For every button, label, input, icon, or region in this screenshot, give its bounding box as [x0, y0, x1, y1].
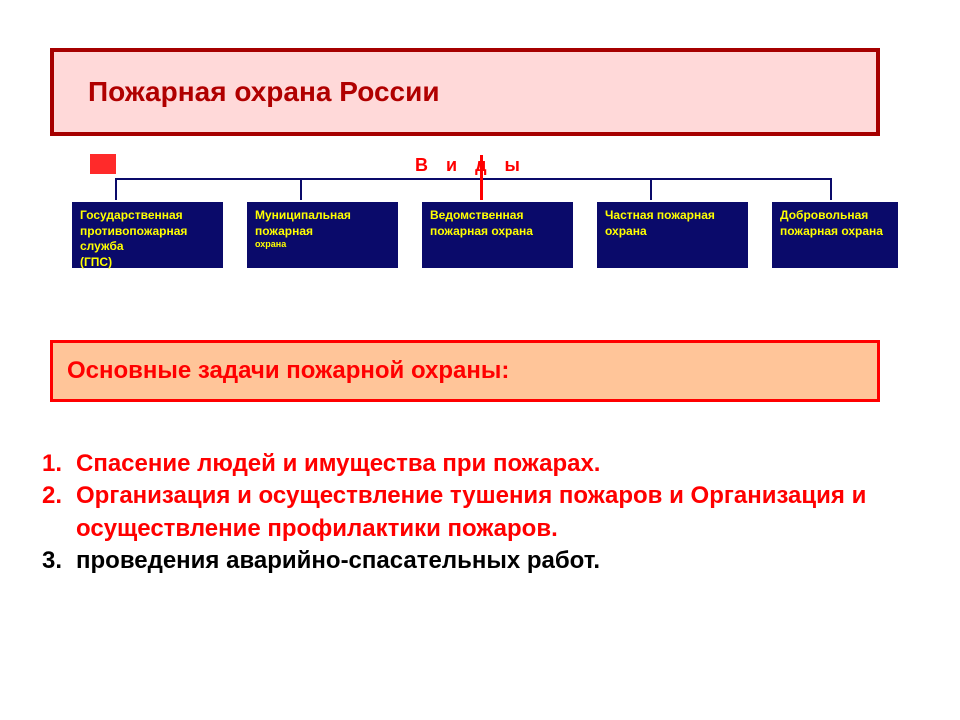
- task-item: 2.Организация и осуществление тушения по…: [42, 480, 912, 545]
- tasks-list: 1.Спасение людей и имущества при пожарах…: [42, 448, 912, 578]
- type-box-text: Муниципальная пожарная: [255, 208, 390, 239]
- tasks-title: Основные задачи пожарной охраны:: [67, 357, 509, 385]
- tasks-box: Основные задачи пожарной охраны:: [50, 340, 880, 402]
- task-text: Спасение людей и имущества при пожарах.: [76, 448, 912, 480]
- type-box-suffix: охрана: [255, 239, 390, 251]
- connector-vertical: [650, 178, 652, 200]
- decorative-square: [90, 154, 116, 174]
- connector-vertical: [300, 178, 302, 200]
- type-box-text: Ведомственная пожарная охрана: [430, 208, 565, 239]
- type-box-text: Добровольная пожарная охрана: [780, 208, 890, 239]
- type-box: Ведомственная пожарная охрана: [420, 200, 575, 270]
- task-item: 3.проведения аварийно-спасательных работ…: [42, 545, 912, 577]
- type-box: Муниципальная пожарнаяохрана: [245, 200, 400, 270]
- task-number: 1.: [42, 448, 76, 480]
- type-box: Добровольная пожарная охрана: [770, 200, 900, 270]
- task-item: 1.Спасение людей и имущества при пожарах…: [42, 448, 912, 480]
- type-box-suffix: (ГПС): [80, 255, 215, 271]
- connector-horizontal: [115, 178, 830, 180]
- task-text: проведения аварийно-спасательных работ.: [76, 545, 912, 577]
- connector-vertical: [830, 178, 832, 200]
- title-box: Пожарная охрана России: [50, 48, 880, 136]
- type-box-text: Частная пожарная охрана: [605, 208, 740, 239]
- type-box-text: Государственная противопожарная служба: [80, 208, 215, 255]
- type-box: Частная пожарная охрана: [595, 200, 750, 270]
- page-title: Пожарная охрана России: [88, 76, 440, 108]
- type-box: Государственная противопожарная служба(Г…: [70, 200, 225, 270]
- task-text: Организация и осуществление тушения пожа…: [76, 480, 912, 545]
- types-label: Виды: [415, 155, 538, 176]
- task-number: 3.: [42, 545, 76, 577]
- task-number: 2.: [42, 480, 76, 545]
- connector-vertical: [115, 178, 117, 200]
